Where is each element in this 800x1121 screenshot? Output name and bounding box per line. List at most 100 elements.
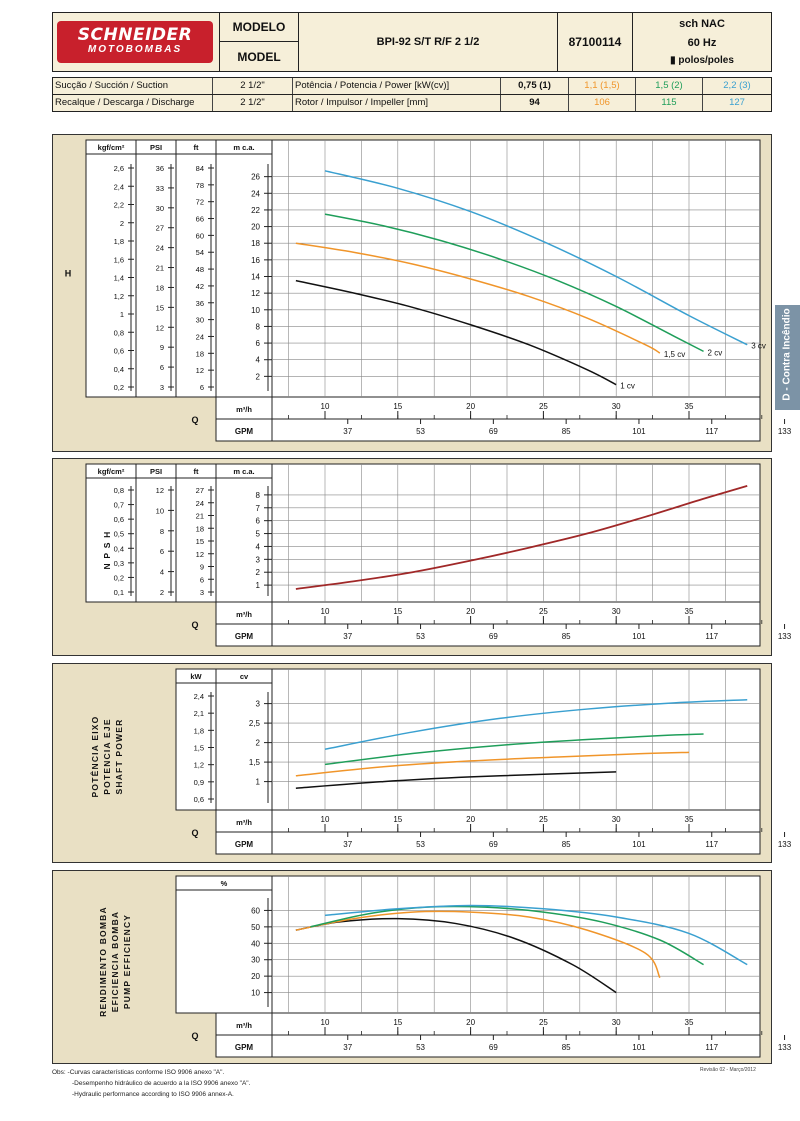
y-tick-label: 10 — [251, 306, 260, 315]
aux-tick-label: 72 — [196, 198, 204, 207]
gpm-tick-label: 85 — [562, 632, 571, 641]
aux-tick-label: 2,1 — [194, 709, 204, 718]
curve-2cv — [324, 733, 704, 766]
m3h-tick-label: 30 — [612, 402, 621, 411]
sch-label: sch NAC — [679, 17, 725, 30]
y-tick-label: 20 — [251, 972, 260, 981]
curve-npsh — [295, 485, 748, 590]
discharge-label: Recalque / Descarga / Discharge — [53, 95, 213, 111]
y-tick-label: 12 — [251, 289, 260, 298]
m3h-tick-label: 15 — [393, 815, 402, 824]
plot-background — [85, 139, 761, 398]
m3h-tick-label: 20 — [466, 815, 475, 824]
curve-15cv — [295, 910, 661, 979]
m3h-tick-label: 25 — [539, 815, 548, 824]
curve-15cv — [295, 751, 690, 777]
y-tick-label: 24 — [251, 189, 260, 198]
aux-tick-label: 10 — [156, 506, 164, 515]
unit-label: PSI — [150, 467, 162, 476]
aux-tick-label: 1,4 — [114, 274, 124, 283]
m3h-tick-label: 15 — [393, 402, 402, 411]
gpm-tick-label: 101 — [632, 1043, 646, 1052]
aux-tick-label: 6 — [160, 547, 164, 556]
y-tick-label: 18 — [251, 239, 260, 248]
aux-tick-label: 1,8 — [194, 726, 204, 735]
aux-tick-label: 42 — [196, 282, 204, 291]
gpm-tick-label: 117 — [705, 840, 718, 849]
curve-label: 3 cv — [751, 342, 766, 351]
discharge-value: 2 1/2" — [213, 95, 293, 111]
header-table: SCHNEIDER MOTOBOMBAS MODELO MODEL BPI-92… — [52, 12, 772, 72]
m3h-tick-label: 10 — [321, 815, 330, 824]
aux-tick-label: 66 — [196, 215, 204, 224]
aux-tick-label: 3 — [200, 588, 204, 597]
suction-value: 2 1/2" — [213, 78, 293, 94]
aux-tick-label: 2,4 — [194, 692, 204, 701]
y-tick-label: 2 — [256, 568, 261, 577]
y-tick-label: 1 — [256, 778, 261, 787]
m3h-tick-label: 30 — [612, 1018, 621, 1027]
gpm-tick-label: 85 — [562, 840, 571, 849]
aux-tick-label: 24 — [196, 499, 204, 508]
aux-tick-label: 0,2 — [114, 383, 124, 392]
y-tick-label: 3 — [256, 700, 261, 709]
gpm-tick-label: 133 — [778, 840, 792, 849]
aux-tick-label: 1 — [120, 310, 124, 319]
y-tick-label: 22 — [251, 206, 260, 215]
side-tab[interactable]: D - Contra Incêndio — [775, 305, 800, 410]
aux-tick-label: 1,6 — [114, 255, 124, 264]
aux-tick-label: 0,9 — [194, 778, 204, 787]
aux-tick-label: 0,3 — [114, 559, 124, 568]
gpm-tick-label: 133 — [778, 427, 792, 436]
schneider-logo: SCHNEIDER MOTOBOMBAS — [57, 21, 213, 63]
y-tick-label: 4 — [256, 542, 261, 551]
aux-tick-label: 2,2 — [114, 201, 124, 210]
rotor-value-3: 115 — [636, 95, 703, 111]
aux-tick-label: 18 — [196, 349, 204, 358]
y-tick-label: 2,5 — [249, 719, 261, 728]
plot-background — [85, 463, 761, 603]
m3h-tick-label: 25 — [539, 402, 548, 411]
gpm-tick-label: 101 — [632, 632, 646, 641]
aux-tick-label: 15 — [196, 537, 204, 546]
rotor-value-1: 94 — [501, 95, 569, 111]
gpm-tick-label: 133 — [778, 1043, 792, 1052]
suction-label: Sucção / Succión / Suction — [53, 78, 213, 94]
q-label: Q — [191, 1031, 198, 1041]
aux-tick-label: 0,4 — [114, 365, 124, 374]
curve-1cv — [295, 771, 617, 789]
y-tick-label: 16 — [251, 256, 260, 265]
gpm-tick-label: 69 — [489, 427, 498, 436]
gpm-tick-label: 117 — [705, 1043, 718, 1052]
aux-tick-label: 4 — [160, 568, 164, 577]
y-tick-label: 2 — [256, 372, 261, 381]
curve-label: 1,5 cv — [664, 350, 685, 359]
aux-tick-label: 0,2 — [114, 573, 124, 582]
m3h-tick-label: 20 — [466, 1018, 475, 1027]
y-tick-label: 1 — [256, 581, 261, 590]
aux-tick-label: 9 — [200, 563, 204, 572]
aux-tick-label: 33 — [156, 184, 164, 193]
aux-tick-label: 0,5 — [114, 530, 124, 539]
unit-label: m c.a. — [233, 143, 254, 152]
aux-tick-label: 15 — [156, 303, 164, 312]
note-3: -Hydraulic performance according to ISO … — [72, 1091, 234, 1098]
spec-row-discharge: Recalque / Descarga / Discharge 2 1/2" R… — [52, 94, 772, 112]
m3h-tick-label: 20 — [466, 607, 475, 616]
y-tick-label: 5 — [256, 530, 261, 539]
panel-label-line: POTENCIA EJE — [102, 718, 112, 794]
note-2: -Desempenho hidráulico de acuerdo a la I… — [72, 1080, 251, 1087]
revision-label: Revisão 02 - Março/2012 — [700, 1067, 756, 1073]
gpm-tick-label: 101 — [632, 427, 646, 436]
m3h-label: m³/h — [236, 1021, 252, 1030]
curve-2cv — [324, 213, 704, 353]
aux-tick-label: 12 — [196, 550, 204, 559]
aux-tick-label: 9 — [160, 343, 164, 352]
gpm-tick-label: 85 — [562, 1043, 571, 1052]
gpm-tick-label: 133 — [778, 632, 792, 641]
aux-tick-label: 1,5 — [194, 744, 204, 753]
aux-tick-label: 30 — [196, 316, 204, 325]
unit-label: ft — [194, 467, 199, 476]
gpm-tick-label: 101 — [632, 840, 646, 849]
